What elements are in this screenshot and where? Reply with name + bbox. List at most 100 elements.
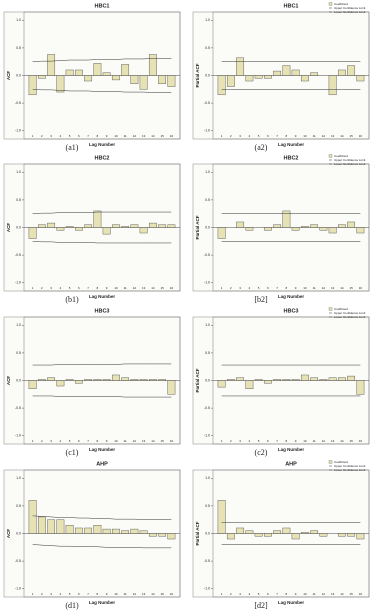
bar	[356, 75, 365, 82]
y-tick-label: 1.0	[16, 18, 21, 22]
bar	[236, 57, 245, 76]
x-tick-label: 6	[78, 286, 80, 290]
legend-swatch	[328, 154, 333, 158]
legend-label: Upper Confidence Limit	[334, 6, 366, 10]
x-tick-label: 13	[331, 592, 335, 596]
x-tick-label: 6	[267, 439, 269, 443]
x-tick-label: 8	[97, 439, 99, 443]
x-tick-label: 14	[151, 134, 155, 138]
x-tick-label: 4	[60, 439, 62, 443]
bar	[37, 75, 46, 79]
legend-label: Lower Confidence Limit	[334, 468, 366, 472]
chart-title: HBC2	[284, 155, 299, 161]
x-tick-label: 15	[160, 286, 164, 290]
bar	[263, 75, 272, 79]
bar	[111, 224, 120, 228]
bar	[84, 379, 93, 381]
bar	[56, 227, 65, 231]
panel-label: (a1)	[66, 143, 79, 152]
confidence-limit	[32, 544, 172, 549]
bar	[158, 533, 167, 537]
x-tick-label: 7	[87, 439, 89, 443]
bar	[130, 75, 139, 84]
y-tick-label: -0.5	[15, 101, 21, 105]
bar	[236, 527, 245, 534]
x-tick-label: 9	[295, 439, 297, 443]
bar	[328, 75, 337, 96]
legend-swatch	[328, 460, 333, 464]
y-axis-label: ACF	[6, 71, 11, 80]
x-tick-label: 11	[313, 134, 316, 138]
x-tick-label: 7	[276, 592, 278, 596]
x-tick-label: 12	[322, 134, 326, 138]
bar	[158, 379, 167, 381]
legend-label: Lower Confidence Limit	[334, 162, 366, 166]
y-tick-label: 0.0	[16, 531, 21, 535]
x-tick-label: 10	[303, 134, 307, 138]
bar	[148, 54, 157, 76]
bar	[282, 210, 291, 228]
confidence-limit	[32, 89, 172, 93]
y-tick-label: -1.0	[204, 129, 210, 133]
bar	[217, 500, 226, 534]
confidence-limit	[32, 241, 172, 244]
y-axis-label: ACF	[6, 223, 11, 232]
x-tick-label: 13	[142, 592, 146, 596]
bar	[217, 75, 226, 96]
x-tick-label: 14	[340, 439, 344, 443]
confidence-limit	[32, 363, 172, 366]
y-tick-label: 1.0	[16, 170, 21, 174]
x-tick-label: 4	[249, 134, 251, 138]
bar	[217, 227, 226, 239]
x-tick-label: 8	[286, 439, 288, 443]
x-tick-label: 9	[295, 592, 297, 596]
y-tick-label: 0.5	[16, 198, 21, 202]
x-tick-label: 14	[151, 439, 155, 443]
bar	[254, 75, 263, 79]
bar	[282, 65, 291, 76]
bar	[217, 380, 226, 388]
y-tick-label: 0.0	[16, 378, 21, 382]
legend-label: Lower Confidence Limit	[334, 10, 366, 14]
x-tick-label: 9	[295, 286, 297, 290]
y-tick-label: -0.5	[15, 406, 21, 410]
x-tick-label: 10	[114, 286, 118, 290]
bar	[121, 64, 130, 76]
bar	[245, 227, 254, 231]
y-axis-label: ACF	[6, 376, 11, 385]
bar	[65, 525, 74, 534]
y-tick-label: -1.0	[15, 129, 21, 133]
x-tick-label: 5	[69, 134, 71, 138]
legend-label: Upper Confidence Limit	[334, 464, 366, 468]
bar	[93, 379, 102, 381]
y-tick-label: 0.5	[205, 46, 210, 50]
x-tick-label: 8	[97, 134, 99, 138]
x-tick-label: 11	[124, 439, 127, 443]
x-tick-label: 5	[69, 286, 71, 290]
y-tick-label: 0.5	[205, 351, 210, 355]
x-tick-label: 9	[106, 592, 108, 596]
bar	[130, 528, 139, 534]
x-tick-label: 11	[124, 134, 127, 138]
bar	[47, 377, 56, 381]
bar	[130, 379, 139, 381]
bar	[273, 379, 282, 381]
x-tick-label: 6	[267, 134, 269, 138]
x-tick-label: 10	[114, 134, 118, 138]
x-tick-label: 12	[133, 592, 137, 596]
bar	[74, 69, 83, 76]
x-tick-label: 14	[340, 134, 344, 138]
bar	[139, 227, 148, 234]
x-tick-label: 2	[230, 134, 232, 138]
bar	[245, 75, 254, 82]
y-tick-label: -1.0	[15, 434, 21, 438]
bar	[102, 227, 111, 235]
x-tick-label: 15	[349, 439, 353, 443]
x-tick-label: 15	[349, 592, 353, 596]
bar	[84, 75, 93, 82]
x-tick-label: 15	[349, 286, 353, 290]
panel-label: [d2]	[254, 601, 268, 610]
x-tick-label: 9	[106, 134, 108, 138]
x-tick-label: 2	[41, 286, 43, 290]
bar	[347, 65, 356, 76]
